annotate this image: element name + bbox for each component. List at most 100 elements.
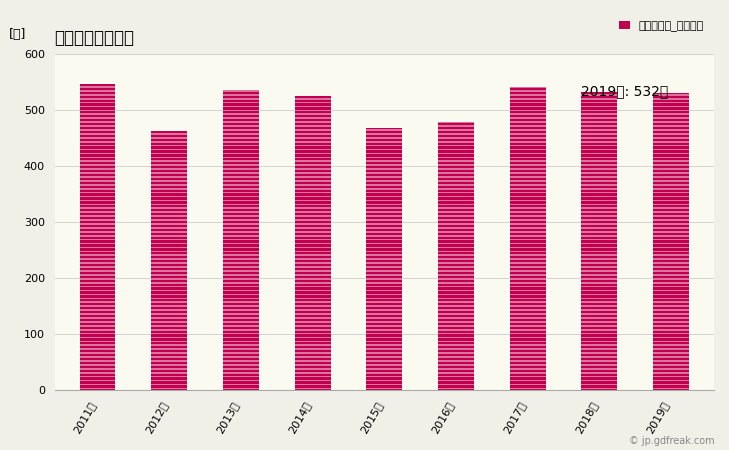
Bar bbox=[223, 203, 259, 205]
Bar bbox=[152, 196, 187, 198]
Bar bbox=[367, 212, 402, 213]
Bar bbox=[79, 309, 115, 311]
Bar bbox=[510, 203, 545, 205]
Bar bbox=[152, 215, 187, 217]
Bar bbox=[510, 278, 545, 279]
Bar bbox=[582, 356, 617, 358]
Bar bbox=[152, 149, 187, 150]
Bar bbox=[367, 341, 402, 342]
Bar bbox=[653, 333, 689, 334]
Bar bbox=[367, 290, 402, 291]
Bar bbox=[223, 212, 259, 213]
Bar bbox=[367, 387, 402, 389]
Bar bbox=[582, 227, 617, 229]
Bar bbox=[582, 251, 617, 252]
Bar bbox=[295, 325, 330, 327]
Bar bbox=[295, 266, 330, 268]
Bar bbox=[510, 176, 545, 178]
Bar bbox=[582, 293, 617, 295]
Bar bbox=[510, 243, 545, 244]
Bar bbox=[653, 200, 689, 201]
Bar bbox=[295, 188, 330, 189]
Bar bbox=[295, 345, 330, 346]
Bar bbox=[223, 309, 259, 311]
Bar bbox=[438, 254, 474, 256]
Bar bbox=[438, 235, 474, 237]
Bar bbox=[510, 384, 545, 385]
Bar bbox=[367, 286, 402, 288]
Bar bbox=[367, 306, 402, 307]
Bar bbox=[223, 133, 259, 135]
Bar bbox=[152, 262, 187, 264]
Bar bbox=[223, 325, 259, 327]
Bar bbox=[510, 376, 545, 378]
Bar bbox=[367, 215, 402, 217]
Bar bbox=[510, 94, 545, 95]
Bar bbox=[367, 129, 402, 131]
Bar bbox=[79, 212, 115, 213]
Bar bbox=[367, 137, 402, 139]
Bar bbox=[510, 168, 545, 170]
Bar bbox=[295, 384, 330, 385]
Bar bbox=[438, 258, 474, 260]
Bar bbox=[367, 223, 402, 225]
Bar bbox=[510, 113, 545, 115]
Bar bbox=[653, 133, 689, 135]
Bar bbox=[367, 337, 402, 338]
Bar bbox=[438, 247, 474, 248]
Bar bbox=[152, 219, 187, 221]
Bar bbox=[295, 376, 330, 378]
Bar bbox=[367, 302, 402, 303]
Bar bbox=[438, 164, 474, 166]
Bar bbox=[79, 368, 115, 369]
Bar bbox=[79, 247, 115, 248]
Bar bbox=[223, 286, 259, 288]
Bar bbox=[653, 348, 689, 350]
Bar bbox=[295, 317, 330, 319]
Bar bbox=[438, 302, 474, 303]
Bar bbox=[79, 231, 115, 233]
Bar bbox=[79, 286, 115, 288]
Bar bbox=[438, 153, 474, 154]
Bar bbox=[152, 325, 187, 327]
Bar bbox=[79, 164, 115, 166]
Bar bbox=[582, 274, 617, 276]
Bar bbox=[367, 164, 402, 166]
Bar bbox=[653, 360, 689, 362]
Bar bbox=[152, 313, 187, 315]
Bar bbox=[653, 368, 689, 369]
Bar bbox=[510, 212, 545, 213]
Bar bbox=[510, 293, 545, 295]
Bar bbox=[582, 141, 617, 143]
Bar bbox=[438, 356, 474, 358]
Bar bbox=[223, 345, 259, 346]
Bar bbox=[653, 207, 689, 209]
Bar bbox=[79, 223, 115, 225]
Bar bbox=[653, 223, 689, 225]
Bar bbox=[367, 321, 402, 323]
Bar bbox=[510, 110, 545, 111]
Bar bbox=[653, 309, 689, 311]
Bar bbox=[223, 200, 259, 201]
Bar bbox=[295, 387, 330, 389]
Bar bbox=[295, 203, 330, 205]
Bar bbox=[295, 113, 330, 115]
Bar bbox=[152, 141, 187, 143]
Bar bbox=[653, 141, 689, 143]
Bar bbox=[295, 196, 330, 198]
Bar bbox=[582, 380, 617, 382]
Bar bbox=[152, 309, 187, 311]
Bar bbox=[152, 387, 187, 389]
Bar bbox=[152, 274, 187, 276]
Bar bbox=[582, 184, 617, 186]
Bar bbox=[223, 384, 259, 385]
Bar bbox=[582, 317, 617, 319]
Bar bbox=[582, 231, 617, 233]
Bar bbox=[79, 341, 115, 342]
Bar bbox=[653, 196, 689, 198]
Bar bbox=[367, 251, 402, 252]
Bar bbox=[653, 212, 689, 213]
Bar bbox=[653, 94, 689, 95]
Bar bbox=[510, 137, 545, 139]
Bar bbox=[510, 302, 545, 303]
